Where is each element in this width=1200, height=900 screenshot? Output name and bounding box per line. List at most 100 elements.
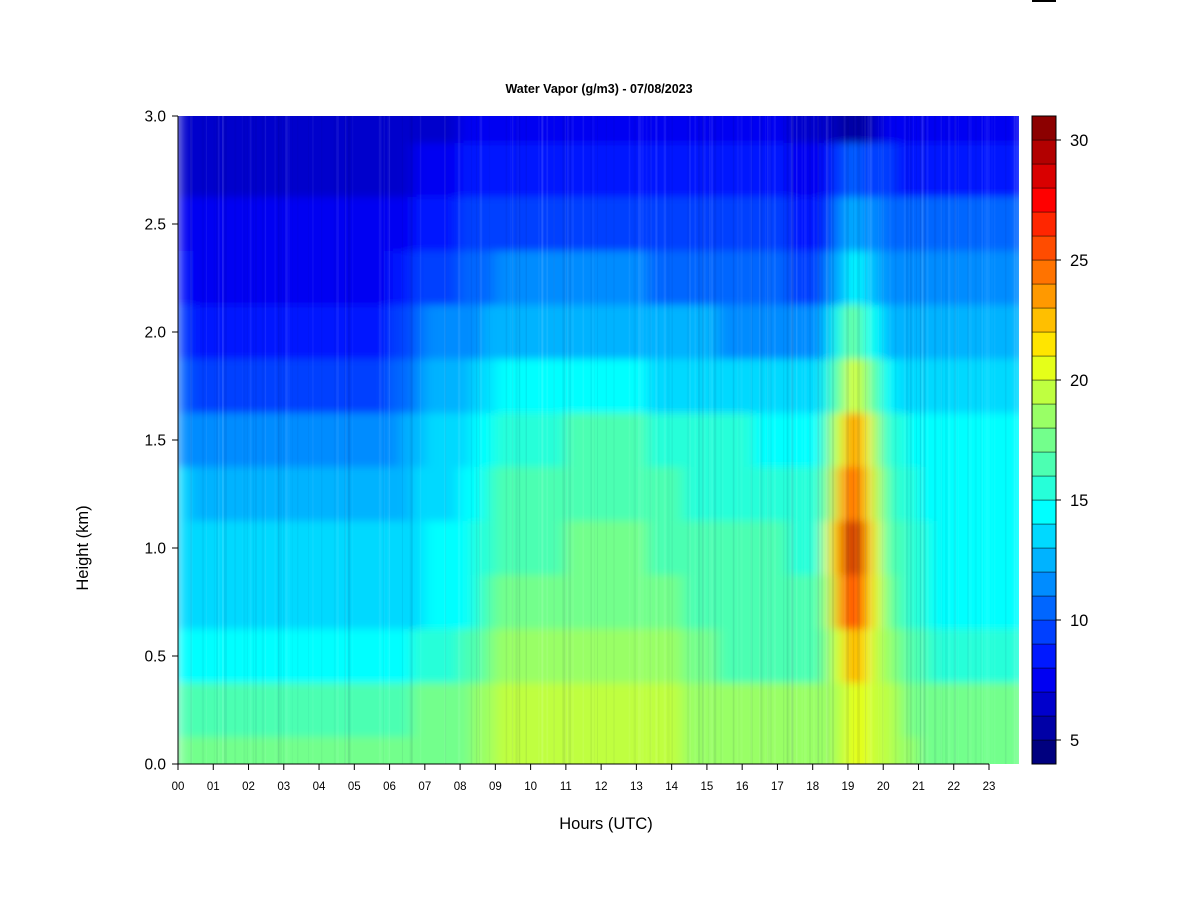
heat-cell xyxy=(294,413,309,467)
heat-cell xyxy=(506,521,520,575)
heat-cell xyxy=(752,737,767,764)
heat-cell xyxy=(1011,629,1019,683)
heat-cell xyxy=(705,116,720,143)
streak xyxy=(352,116,353,764)
heat-cell xyxy=(999,251,1014,305)
heat-cell xyxy=(564,413,579,467)
heat-cell xyxy=(976,467,990,521)
heat-cell xyxy=(459,737,473,764)
heat-cell xyxy=(776,413,791,467)
heat-cell xyxy=(905,737,920,764)
heat-cell xyxy=(329,116,344,143)
colorbar-swatch xyxy=(1031,643,1057,669)
heat-cell xyxy=(647,197,661,251)
streak xyxy=(564,116,566,764)
heat-cell xyxy=(658,413,673,467)
heat-cell xyxy=(341,521,356,575)
colorbar-frame xyxy=(1031,115,1057,765)
heat-cell xyxy=(235,305,250,359)
heat-cell xyxy=(564,305,579,359)
streak xyxy=(190,116,193,764)
heat-cell xyxy=(494,143,509,197)
heat-cell xyxy=(541,197,556,251)
heat-cell xyxy=(282,251,297,305)
heat-cell xyxy=(459,251,473,305)
heat-cell xyxy=(823,251,838,305)
heat-cell xyxy=(412,359,426,413)
heat-cell xyxy=(365,359,379,413)
heat-cell xyxy=(376,359,391,413)
heat-cell xyxy=(294,737,309,764)
heat-cell xyxy=(988,305,1002,359)
heat-cell xyxy=(799,737,814,764)
heat-cell xyxy=(412,305,426,359)
heat-cell xyxy=(894,305,908,359)
heat-cell xyxy=(999,413,1014,467)
heat-cell xyxy=(823,305,838,359)
heat-cell xyxy=(224,251,238,305)
heatmap-cells xyxy=(178,116,1019,764)
heat-cell xyxy=(764,629,779,683)
streak xyxy=(750,116,752,764)
colorbar-swatch xyxy=(1031,547,1057,573)
heat-cell xyxy=(894,251,908,305)
streak xyxy=(241,116,243,764)
heat-cell xyxy=(494,629,509,683)
heat-cell xyxy=(282,359,297,413)
heat-cell xyxy=(259,143,274,197)
heat-cell xyxy=(506,359,520,413)
heat-cell xyxy=(247,629,262,683)
heat-cell xyxy=(482,575,497,629)
heat-cell xyxy=(623,251,638,305)
streak xyxy=(791,116,794,764)
heat-cell xyxy=(376,197,391,251)
heat-cell xyxy=(635,143,650,197)
heat-cell xyxy=(658,575,673,629)
heat-cell xyxy=(435,521,450,575)
heat-cell xyxy=(670,359,685,413)
heat-cell xyxy=(658,143,673,197)
heat-cell xyxy=(894,629,908,683)
heat-cell xyxy=(964,467,979,521)
heat-cell xyxy=(764,359,779,413)
x-tick-label: 09 xyxy=(489,781,502,793)
heat-cell xyxy=(611,116,626,143)
heat-cell xyxy=(600,575,614,629)
heat-cell xyxy=(494,467,509,521)
streak xyxy=(649,116,652,764)
heat-cell xyxy=(318,305,332,359)
heat-cell xyxy=(882,305,896,359)
heat-cell xyxy=(835,305,849,359)
streak xyxy=(506,116,508,764)
heat-cell xyxy=(882,197,896,251)
streak xyxy=(903,116,906,764)
heat-cell xyxy=(318,737,332,764)
streak xyxy=(767,116,769,764)
heat-cell xyxy=(847,521,861,575)
streak xyxy=(628,116,631,764)
streak xyxy=(870,116,873,764)
heat-cell xyxy=(729,116,744,143)
heat-cell xyxy=(247,359,262,413)
heat-cell xyxy=(388,683,403,737)
heat-cell xyxy=(811,143,826,197)
streak xyxy=(720,116,722,764)
streak xyxy=(345,116,347,764)
heat-cell xyxy=(741,575,755,629)
heat-cell xyxy=(717,737,732,764)
streak xyxy=(942,116,944,764)
heat-cell xyxy=(506,629,520,683)
heat-cell xyxy=(717,197,732,251)
heat-cell xyxy=(941,683,955,737)
streak xyxy=(663,116,667,764)
x-tick-label: 22 xyxy=(947,781,960,793)
streak xyxy=(915,116,917,764)
streak xyxy=(791,116,794,764)
streak xyxy=(278,116,280,764)
heat-cell xyxy=(306,359,321,413)
heat-cell xyxy=(788,521,802,575)
heat-cell xyxy=(506,737,520,764)
heat-cell xyxy=(705,251,720,305)
heat-cell xyxy=(1011,467,1019,521)
streak xyxy=(277,116,280,764)
